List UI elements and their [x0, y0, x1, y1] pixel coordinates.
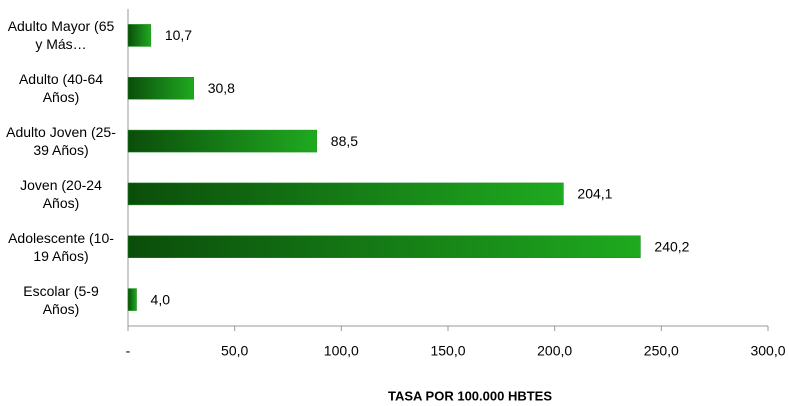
bar [127, 235, 641, 258]
value-label: 4,0 [151, 291, 171, 307]
x-tick-label: 150,0 [430, 343, 465, 359]
bar [127, 129, 318, 153]
value-label: 10,7 [165, 27, 192, 43]
value-label: 204,1 [577, 186, 612, 202]
bar [127, 77, 194, 100]
x-tick-label: - [126, 343, 131, 359]
value-label: 30,8 [208, 80, 235, 96]
x-axis-label: TASA POR 100.000 HBTES [388, 388, 552, 403]
y-tick-label: Adolescente (10-19 Años) [8, 229, 114, 264]
y-tick-label: Adulto Joven (25-39 Años) [6, 124, 116, 159]
y-tick-label: Adulto (40-64 Años) [18, 71, 104, 106]
x-tick-label: 300,0 [750, 343, 785, 359]
y-tick-label: Joven (20-24 Años) [20, 176, 102, 211]
value-label: 88,5 [331, 133, 358, 149]
bar [127, 182, 564, 206]
x-tick-label: 200,0 [537, 343, 572, 359]
y-tick-label: Adulto Mayor (65 y Más… [7, 18, 115, 53]
bar [127, 24, 152, 47]
x-tick-label: 100,0 [324, 343, 359, 359]
bar [127, 288, 137, 311]
x-tick-label: 250,0 [644, 343, 679, 359]
y-tick-label: Escolar (5-9 Años) [23, 282, 99, 317]
value-label: 240,2 [654, 238, 689, 254]
x-tick-label: 50,0 [221, 343, 248, 359]
